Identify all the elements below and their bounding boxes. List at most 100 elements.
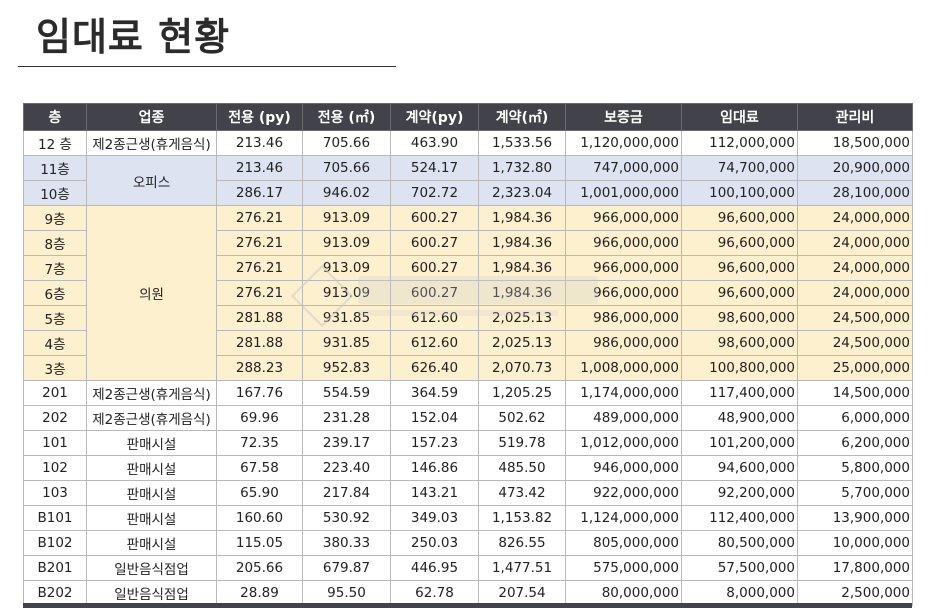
table-row: 11층 오피스 213.46 705.66 524.17 1,732.80 74…: [23, 155, 913, 206]
cell-deposit: 747,000,000: [565, 155, 682, 181]
cell-exclusive-m2: 217.84: [302, 480, 391, 506]
table-row: B202 일반음식점업 28.89 95.50 62.78 207.54 80,…: [23, 580, 913, 606]
cell-exclusive-py: 65.90: [216, 480, 303, 506]
header-exclusive-py: 전용 (py): [216, 103, 303, 131]
cell-exclusive-py: 213.46: [216, 130, 303, 156]
cell-deposit: 986,000,000: [565, 330, 682, 356]
cell-deposit: 966,000,000: [565, 205, 682, 231]
title-underline: [18, 66, 396, 67]
table-row: 8층 276.21 913.09 600.27 1,984.36 966,000…: [23, 230, 913, 256]
cell-business-type: 일반음식점업: [86, 580, 217, 606]
cell-contract-py: 612.60: [390, 305, 479, 331]
cell-deposit: 922,000,000: [565, 480, 682, 506]
cell-maintenance-fee: 24,000,000: [797, 280, 913, 306]
header-business-type: 업종: [86, 103, 217, 131]
cell-maintenance-fee: 17,800,000: [797, 555, 913, 581]
table-row: B102 판매시설 115.05 380.33 250.03 826.55 80…: [23, 530, 913, 556]
cell-contract-m2: 1,984.36: [478, 230, 566, 256]
cell-floor: 201: [23, 380, 87, 406]
cell-deposit: 575,000,000: [565, 555, 682, 581]
cell-exclusive-m2: 95.50: [302, 580, 391, 606]
cell-contract-m2: 519.78: [478, 430, 566, 456]
cell-rent: 74,700,000: [681, 155, 798, 181]
cell-exclusive-py: 115.05: [216, 530, 303, 556]
table-row: 10층 286.17 946.02 702.72 2,323.04 1,001,…: [23, 180, 913, 206]
cell-contract-m2: 1,533.56: [478, 130, 566, 156]
cell-floor: 3층: [23, 355, 87, 381]
cell-floor: 10층: [23, 180, 87, 206]
cell-contract-py: 524.17: [390, 155, 479, 181]
cell-exclusive-m2: 931.85: [302, 330, 391, 356]
header-floor: 층: [23, 103, 87, 131]
cell-maintenance-fee: 28,100,000: [797, 180, 913, 206]
cell-exclusive-py: 160.60: [216, 505, 303, 531]
header-rent: 임대료: [681, 103, 798, 131]
cell-floor: 5층: [23, 305, 87, 331]
cell-rent: 96,600,000: [681, 255, 798, 281]
cell-exclusive-py: 276.21: [216, 230, 303, 256]
cell-contract-py: 600.27: [390, 280, 479, 306]
cell-rent: 100,800,000: [681, 355, 798, 381]
cell-rent: 80,500,000: [681, 530, 798, 556]
cell-floor: B202: [23, 580, 87, 606]
cell-rent: 112,400,000: [681, 505, 798, 531]
cell-maintenance-fee: 5,700,000: [797, 480, 913, 506]
cell-maintenance-fee: 24,000,000: [797, 230, 913, 256]
cell-exclusive-m2: 931.85: [302, 305, 391, 331]
cell-maintenance-fee: 25,000,000: [797, 355, 913, 381]
cell-contract-py: 612.60: [390, 330, 479, 356]
table-row: 101 판매시설 72.35 239.17 157.23 519.78 1,01…: [23, 430, 913, 456]
cell-exclusive-py: 67.58: [216, 455, 303, 481]
cell-exclusive-m2: 705.66: [302, 155, 391, 181]
cell-deposit: 1,001,000,000: [565, 180, 682, 206]
cell-maintenance-fee: 5,800,000: [797, 455, 913, 481]
cell-business-type: 의원: [86, 205, 217, 381]
cell-maintenance-fee: 24,000,000: [797, 205, 913, 231]
header-exclusive-m2: 전용 (㎡): [302, 103, 391, 131]
cell-exclusive-m2: 223.40: [302, 455, 391, 481]
cell-rent: 117,400,000: [681, 380, 798, 406]
cell-maintenance-fee: 10,000,000: [797, 530, 913, 556]
cell-exclusive-py: 281.88: [216, 330, 303, 356]
cell-contract-m2: 502.62: [478, 405, 566, 431]
cell-contract-py: 62.78: [390, 580, 479, 606]
cell-rent: 98,600,000: [681, 330, 798, 356]
cell-contract-m2: 826.55: [478, 530, 566, 556]
cell-floor: 7층: [23, 255, 87, 281]
cell-exclusive-m2: 705.66: [302, 130, 391, 156]
cell-exclusive-py: 69.96: [216, 405, 303, 431]
table-row: B201 일반음식점업 205.66 679.87 446.95 1,477.5…: [23, 555, 913, 581]
cell-contract-m2: 1,153.82: [478, 505, 566, 531]
header-contract-m2: 계약(㎡): [478, 103, 566, 131]
table-row: 12 층 제2종근생(휴게음식) 213.46 705.66 463.90 1,…: [23, 130, 913, 156]
cell-business-type: 제2종근생(휴게음식): [86, 380, 217, 406]
cell-business-type: 오피스: [86, 155, 217, 206]
table-row: 5층 281.88 931.85 612.60 2,025.13 986,000…: [23, 305, 913, 331]
cell-deposit: 805,000,000: [565, 530, 682, 556]
cell-contract-m2: 207.54: [478, 580, 566, 606]
cell-deposit: 946,000,000: [565, 455, 682, 481]
cell-contract-py: 600.27: [390, 230, 479, 256]
cell-rent: 48,900,000: [681, 405, 798, 431]
cell-contract-m2: 1,984.36: [478, 280, 566, 306]
cell-contract-py: 250.03: [390, 530, 479, 556]
cell-floor: 202: [23, 405, 87, 431]
cell-business-type: 판매시설: [86, 455, 217, 481]
cell-contract-m2: 2,025.13: [478, 305, 566, 331]
table-row: 6층 276.21 913.09 600.27 1,984.36 966,000…: [23, 280, 913, 306]
cell-contract-m2: 2,323.04: [478, 180, 566, 206]
cell-exclusive-m2: 239.17: [302, 430, 391, 456]
cell-contract-py: 152.04: [390, 405, 479, 431]
cell-rent: 96,600,000: [681, 230, 798, 256]
table-row: 9층 의원 276.21 913.09 600.27 1,984.36 966,…: [23, 205, 913, 381]
cell-business-type: 판매시설: [86, 430, 217, 456]
cell-maintenance-fee: 20,900,000: [797, 155, 913, 181]
cell-floor: 103: [23, 480, 87, 506]
cell-floor: 12 층: [23, 130, 87, 156]
cell-rent: 112,000,000: [681, 130, 798, 156]
cell-exclusive-m2: 679.87: [302, 555, 391, 581]
table-row: 201 제2종근생(휴게음식) 167.76 554.59 364.59 1,2…: [23, 380, 913, 406]
cell-rent: 96,600,000: [681, 205, 798, 231]
cell-maintenance-fee: 13,900,000: [797, 505, 913, 531]
table-row: B101 판매시설 160.60 530.92 349.03 1,153.82 …: [23, 505, 913, 531]
